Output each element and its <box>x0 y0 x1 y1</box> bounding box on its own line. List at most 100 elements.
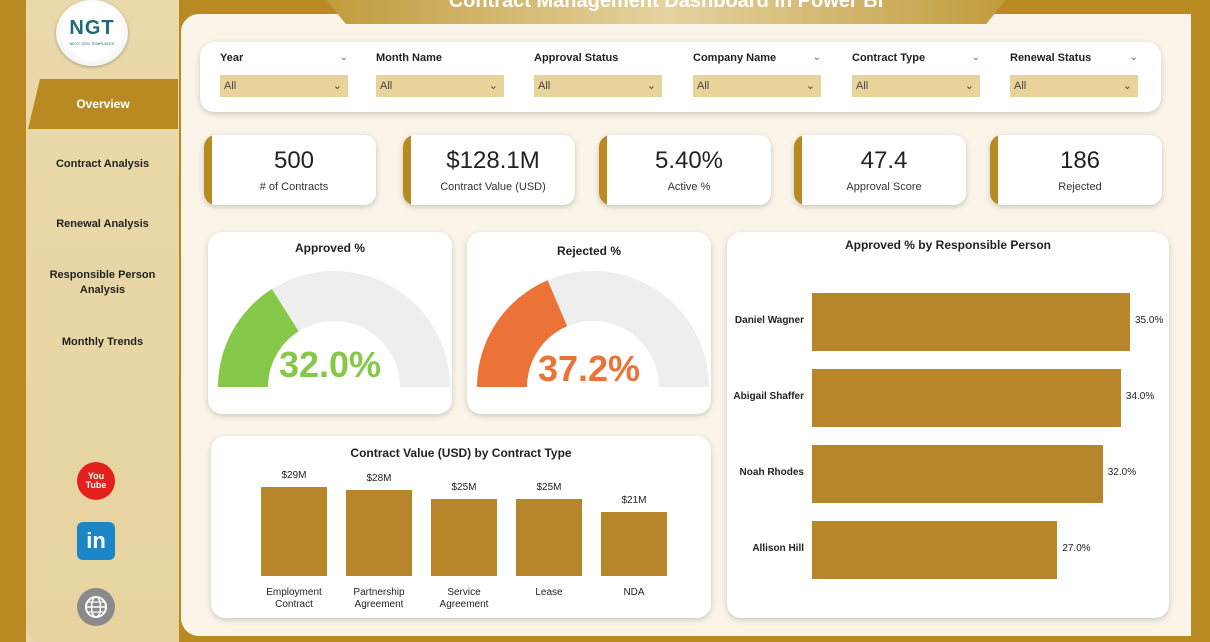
filter-month-name[interactable]: Month Name All ⌄ <box>376 52 504 97</box>
filter-value: All <box>1014 80 1027 92</box>
filter-dropdown[interactable]: All ⌄ <box>534 75 662 97</box>
filter-dropdown[interactable]: All ⌄ <box>376 75 504 97</box>
approved-gauge-card: Approved % 32.0% <box>208 232 452 414</box>
category-label: Noah Rhodes <box>739 467 804 478</box>
filter-value: All <box>380 80 393 92</box>
kpi-card-contracts: 500 # of Contracts <box>204 135 376 205</box>
chevron-down-icon: ⌄ <box>964 80 974 92</box>
category-label: Allison Hill <box>752 543 804 554</box>
rejected-gauge-card: Rejected % 37.2% <box>467 232 711 414</box>
nav-item-renewal-analysis[interactable]: Renewal Analysis <box>56 218 149 230</box>
approved-gauge <box>218 271 450 387</box>
chevron-down-icon[interactable]: ⌄ <box>971 52 980 63</box>
filter-label: Approval Status <box>534 52 619 64</box>
kpi-accent-bar <box>403 135 411 205</box>
filter-label: Month Name <box>376 52 442 64</box>
category-label: NDA <box>623 587 645 598</box>
kpi-accent-bar <box>794 135 802 205</box>
filter-contract-type[interactable]: Contract Type ⌄ All ⌄ <box>852 52 980 97</box>
rejected-gauge <box>477 271 709 387</box>
bar-mark[interactable] <box>812 445 1103 503</box>
bar-mark[interactable] <box>431 499 497 576</box>
linkedin-icon[interactable]: in <box>77 522 115 560</box>
kpi-accent-bar <box>990 135 998 205</box>
kpi-card-rejected: 186 Rejected <box>990 135 1162 205</box>
filter-label: Year <box>220 52 244 64</box>
kpi-label: Rejected <box>1058 181 1102 193</box>
kpi-accent-bar <box>204 135 212 205</box>
category-label: Partnership Agreement <box>353 587 405 610</box>
title-banner <box>318 0 1014 24</box>
bar-data-label: 34.0% <box>1125 391 1155 402</box>
nav-item-monthly-trends[interactable]: Monthly Trends <box>61 336 144 348</box>
kpi-card-active: 5.40% Active % <box>599 135 771 205</box>
bar-data-label: 32.0% <box>1107 467 1137 478</box>
chart-title: Rejected % <box>556 244 622 258</box>
gauge-value: 37.2% <box>537 348 641 389</box>
chevron-down-icon[interactable]: ⌄ <box>1129 52 1138 63</box>
nav-item-responsible-person-analysis[interactable]: Responsible Person Analysis <box>49 269 156 296</box>
kpi-accent-bar <box>599 135 607 205</box>
sidebar: NGT NEXT GEN TEMPLATES Overview Contract… <box>26 0 179 642</box>
filter-bar: Year ⌄ All ⌄ Month Name All ⌄ Approval Sta… <box>200 42 1161 112</box>
kpi-label: Approval Score <box>846 181 922 193</box>
filter-value: All <box>224 80 237 92</box>
bar-mark[interactable] <box>346 490 412 576</box>
chevron-down-icon: ⌄ <box>805 80 815 92</box>
gauge-value: 32.0% <box>278 344 382 385</box>
bar-mark[interactable] <box>812 293 1130 351</box>
filter-dropdown[interactable]: All ⌄ <box>220 75 348 97</box>
kpi-label: Contract Value (USD) <box>440 181 546 193</box>
chart-title: Approved % by Responsible Person <box>844 238 1052 252</box>
filter-renewal-status[interactable]: Renewal Status ⌄ All ⌄ <box>1010 52 1138 97</box>
filter-company-name[interactable]: Company Name ⌄ All ⌄ <box>693 52 821 97</box>
kpi-value: 500 <box>273 147 315 174</box>
filter-label: Renewal Status <box>1010 52 1092 64</box>
chevron-down-icon: ⌄ <box>332 80 342 92</box>
kpi-card-approval-score: 47.4 Approval Score <box>794 135 966 205</box>
category-label: Service Agreement <box>439 587 489 610</box>
bar-data-label: 35.0% <box>1135 315 1164 326</box>
category-label: Abigail Shaffer <box>733 391 804 402</box>
nav-item-overview[interactable]: Overview <box>28 79 178 129</box>
category-label: Employment Contract <box>266 587 322 610</box>
bar-mark[interactable] <box>812 369 1121 427</box>
gauge-fill <box>218 289 299 387</box>
filter-dropdown[interactable]: All ⌄ <box>1010 75 1138 97</box>
chevron-down-icon: ⌄ <box>646 80 656 92</box>
chart-title: Contract Value (USD) by Contract Type <box>350 446 572 460</box>
chevron-down-icon[interactable]: ⌄ <box>339 52 348 63</box>
filter-year[interactable]: Year ⌄ All ⌄ <box>220 52 348 97</box>
bar-data-label: $25M <box>451 482 477 494</box>
page-title: Contract Management Dashboard in Power B… <box>448 0 884 12</box>
bar-mark[interactable] <box>516 499 582 576</box>
logo-subtitle: NEXT GEN TEMPLATES <box>69 40 115 46</box>
filter-label: Company Name <box>693 52 777 64</box>
contract-value-by-type-card: Contract Value (USD) by Contract Type $2… <box>211 436 711 618</box>
filter-value: All <box>697 80 710 92</box>
kpi-label: Active % <box>667 181 711 193</box>
gauge-fill <box>477 280 568 387</box>
kpi-value: 47.4 <box>860 147 908 174</box>
chart-title: Approved % <box>294 241 365 255</box>
filter-dropdown[interactable]: All ⌄ <box>693 75 821 97</box>
bar-data-label: $29M <box>281 470 307 481</box>
filter-dropdown[interactable]: All ⌄ <box>852 75 980 97</box>
bar-mark[interactable] <box>601 511 667 576</box>
bar-data-label: $28M <box>366 473 392 485</box>
chevron-down-icon: ⌄ <box>488 80 498 92</box>
ngt-logo: NGT NEXT GEN TEMPLATES <box>56 0 128 66</box>
kpi-value: 186 <box>1059 147 1101 174</box>
bar-mark[interactable] <box>812 521 1058 579</box>
chevron-down-icon[interactable]: ⌄ <box>812 52 821 63</box>
bar-data-label: $25M <box>536 482 562 494</box>
chevron-down-icon: ⌄ <box>1122 80 1132 92</box>
nav-item-contract-analysis[interactable]: Contract Analysis <box>55 158 150 170</box>
youtube-icon[interactable]: You Tube <box>77 462 115 500</box>
kpi-value: $128.1M <box>446 147 540 174</box>
bar-data-label: 27.0% <box>1062 543 1091 554</box>
category-label: Lease <box>535 587 563 598</box>
filter-approval-status[interactable]: Approval Status All ⌄ <box>534 52 662 97</box>
bar-mark[interactable] <box>261 487 327 576</box>
website-globe-icon[interactable] <box>77 588 115 626</box>
